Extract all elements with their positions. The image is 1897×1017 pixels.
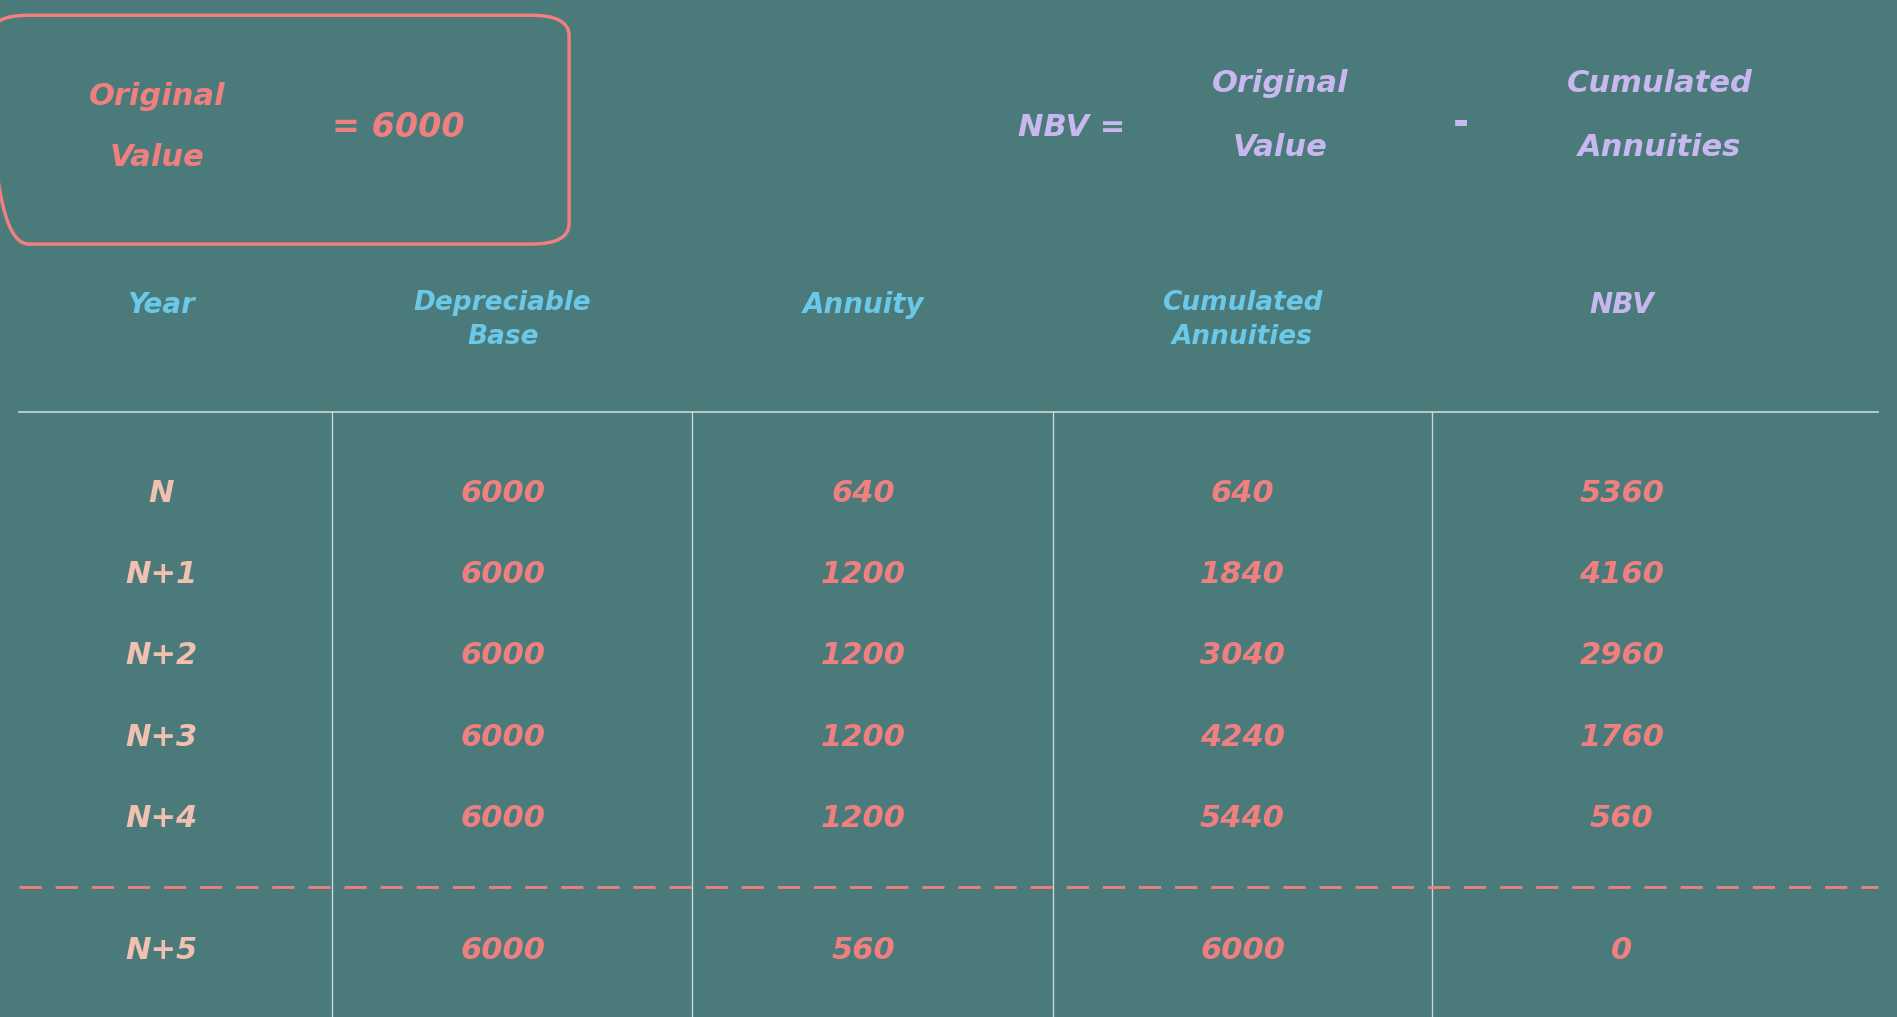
Text: 6000: 6000	[461, 937, 544, 965]
Text: 1200: 1200	[821, 560, 905, 589]
Text: 2960: 2960	[1580, 642, 1664, 670]
Text: 4160: 4160	[1580, 560, 1664, 589]
Text: Annuity: Annuity	[802, 291, 924, 319]
Text: N+4: N+4	[125, 804, 197, 833]
Text: 1200: 1200	[821, 642, 905, 670]
Text: N+2: N+2	[125, 642, 197, 670]
Text: Depreciable
Base: Depreciable Base	[414, 291, 592, 350]
Text: 640: 640	[831, 479, 895, 507]
Text: 560: 560	[1590, 804, 1654, 833]
Text: Cumulated
Annuities: Cumulated Annuities	[1163, 291, 1322, 350]
Text: 1840: 1840	[1201, 560, 1284, 589]
Text: Value: Value	[110, 143, 205, 172]
Text: 6000: 6000	[461, 804, 544, 833]
Text: 4240: 4240	[1201, 723, 1284, 752]
Text: Original: Original	[1212, 69, 1349, 98]
Text: 1200: 1200	[821, 723, 905, 752]
Text: Value: Value	[1233, 133, 1328, 162]
Text: 5440: 5440	[1201, 804, 1284, 833]
Text: N+5: N+5	[125, 937, 197, 965]
Text: 0: 0	[1611, 937, 1633, 965]
Text: N+3: N+3	[125, 723, 197, 752]
Text: Annuities: Annuities	[1578, 133, 1741, 162]
Text: Cumulated: Cumulated	[1567, 69, 1753, 98]
Text: 3040: 3040	[1201, 642, 1284, 670]
Text: N: N	[148, 479, 175, 507]
Text: N+1: N+1	[125, 560, 197, 589]
Text: = 6000: = 6000	[332, 111, 465, 143]
Text: -: -	[1453, 105, 1468, 143]
Text: 640: 640	[1210, 479, 1275, 507]
Text: 560: 560	[831, 937, 895, 965]
Text: 6000: 6000	[1201, 937, 1284, 965]
Text: 6000: 6000	[461, 479, 544, 507]
Text: 1760: 1760	[1580, 723, 1664, 752]
Text: 6000: 6000	[461, 642, 544, 670]
Text: Year: Year	[127, 291, 195, 319]
Text: 5360: 5360	[1580, 479, 1664, 507]
Text: Original: Original	[89, 82, 226, 111]
Text: 1200: 1200	[821, 804, 905, 833]
Text: NBV: NBV	[1590, 291, 1654, 319]
Text: 6000: 6000	[461, 560, 544, 589]
Text: NBV =: NBV =	[1019, 113, 1125, 141]
Text: 6000: 6000	[461, 723, 544, 752]
